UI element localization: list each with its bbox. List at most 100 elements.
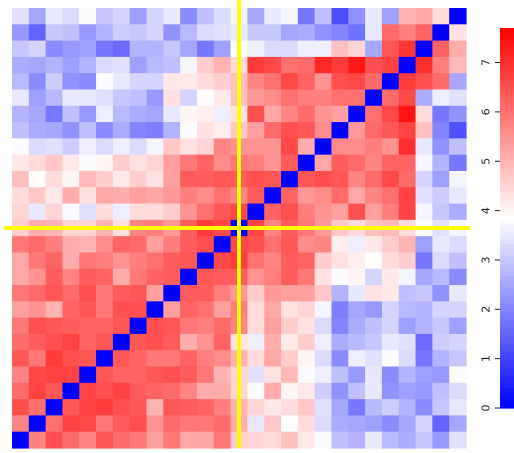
- heatmap-cell-r0-c14: [247, 8, 265, 25]
- heatmap-cell-r1-c20: [348, 24, 366, 42]
- heatmap-cell-r21-c14: [247, 350, 265, 368]
- colorbar-segment: [500, 212, 514, 217]
- heatmap-cell-r14-c25: [432, 236, 450, 254]
- heatmap-cell-r25-c23: [398, 415, 417, 433]
- heatmap-cell-r1-c18: [314, 24, 333, 42]
- heatmap-cell-r16-c5: [96, 268, 114, 286]
- colorbar-tick-label-7: 7: [480, 59, 493, 66]
- heatmap-cell-r6-c14: [247, 105, 265, 123]
- heatmap-cell-r14-c1: [28, 236, 47, 254]
- heatmap-cell-r24-c12: [213, 399, 232, 417]
- heatmap-cell-r20-c12: [213, 333, 232, 351]
- heatmap-cell-r18-c3: [62, 301, 80, 319]
- heatmap-cell-r1-c5: [96, 24, 114, 42]
- heatmap-cell-r10-c18: [314, 170, 333, 188]
- heatmap-cell-r17-c14: [247, 285, 265, 302]
- heatmap-cell-r21-c16: [281, 350, 299, 368]
- heatmap-cell-r11-c21: [365, 187, 383, 205]
- colorbar-segment: [500, 316, 514, 321]
- heatmap-cell-r21-c18: [314, 350, 333, 368]
- heatmap-cell-r26-c8: [146, 431, 164, 449]
- heatmap-cell-r26-c26: [449, 431, 467, 449]
- heatmap-cell-r10-c19: [331, 170, 349, 188]
- heatmap-cell-r6-c1: [28, 105, 47, 123]
- heatmap-cell-r2-c14: [247, 40, 265, 58]
- colorbar-segment: [500, 36, 514, 41]
- colorbar-segment: [500, 296, 514, 301]
- heatmap-cell-r11-c19: [331, 187, 349, 205]
- heatmap-cell-r9-c18: [314, 154, 333, 172]
- colorbar-segment: [500, 384, 514, 389]
- heatmap-cell-r7-c17: [297, 122, 316, 139]
- heatmap-cell-r2-c7: [129, 40, 148, 58]
- heatmap-cell-r23-c6: [112, 382, 131, 400]
- heatmap-cell-r3-c15: [264, 56, 282, 74]
- heatmap-cell-r0-c16: [281, 8, 299, 25]
- heatmap-cell-r18-c23: [398, 301, 417, 319]
- heatmap-cell-r3-c6: [112, 56, 131, 74]
- colorbar-segment: [500, 276, 514, 281]
- heatmap-cell-r18-c16: [281, 301, 299, 319]
- heatmap-cell-r1-c11: [196, 24, 215, 42]
- heatmap-cell-r9-c19: [331, 154, 349, 172]
- colorbar-segment: [500, 392, 514, 397]
- colorbar-segment: [500, 224, 514, 229]
- heatmap-cell-r21-c15: [264, 350, 282, 368]
- heatmap-cell-r16-c14: [247, 268, 265, 286]
- heatmap-cell-r21-c12: [213, 350, 232, 368]
- heatmap-cell-r18-c11: [196, 301, 215, 319]
- heatmap-cell-r8-c16: [281, 138, 299, 156]
- heatmap-cell-r25-c19: [331, 415, 349, 433]
- heatmap-cell-r25-c15: [264, 415, 282, 433]
- heatmap-cell-r2-c10: [180, 40, 198, 58]
- heatmap-cell-r22-c17: [297, 366, 316, 384]
- heatmap-cell-r22-c14: [247, 366, 265, 384]
- colorbar-segment: [500, 228, 514, 233]
- heatmap-cell-r11-c23: [398, 187, 417, 205]
- heatmap-cell-r18-c14: [247, 301, 265, 319]
- heatmap-cell-r23-c18: [314, 382, 333, 400]
- heatmap-cell-r9-c9: [163, 154, 181, 172]
- heatmap-cell-r3-c0: [12, 56, 30, 74]
- heatmap-cell-r18-c5: [96, 301, 114, 319]
- heatmap-cell-r6-c12: [213, 105, 232, 123]
- heatmap-cell-r7-c9: [163, 122, 181, 139]
- heatmap-cell-r20-c1: [28, 333, 47, 351]
- heatmap-cell-r5-c15: [264, 89, 282, 107]
- heatmap-cell-r1-c16: [281, 24, 299, 42]
- heatmap-cell-r5-c1: [28, 89, 47, 107]
- heatmap-cell-r2-c0: [12, 40, 30, 58]
- heatmap-cell-r7-c10: [180, 122, 198, 139]
- heatmap-cell-r25-c18: [314, 415, 333, 433]
- heatmap-cell-r24-c4: [79, 399, 97, 417]
- heatmap-cell-r20-c3: [62, 333, 80, 351]
- colorbar-segment: [500, 232, 514, 237]
- heatmap-cell-r3-c17: [297, 56, 316, 74]
- heatmap-cell-r25-c9: [163, 415, 181, 433]
- heatmap-cell-r15-c19: [331, 252, 349, 270]
- heatmap-cell-r24-c16: [281, 399, 299, 417]
- heatmap-cell-r2-c12: [213, 40, 232, 58]
- heatmap-cell-r2-c25: [432, 40, 450, 58]
- heatmap-cell-r9-c21: [365, 154, 383, 172]
- heatmap-cell-r18-c1: [28, 301, 47, 319]
- heatmap-cell-r12-c4: [79, 203, 97, 221]
- heatmap-cell-r12-c2: [45, 203, 64, 221]
- heatmap-cell-r12-c23: [398, 203, 417, 221]
- heatmap-cell-r10-c9: [163, 170, 181, 188]
- heatmap-cell-r11-c1: [28, 187, 47, 205]
- heatmap-cell-r14-c11: [196, 236, 215, 254]
- heatmap-cell-r26-c2: [45, 431, 64, 449]
- heatmap-cell-r10-c16: [281, 170, 299, 188]
- heatmap-cell-r6-c16: [281, 105, 299, 123]
- heatmap-cell-r22-c25: [432, 366, 450, 384]
- heatmap-cell-r12-c3: [62, 203, 80, 221]
- heatmap-cell-r18-c17: [297, 301, 316, 319]
- colorbar-segment: [500, 128, 514, 133]
- heatmap-cell-r4-c18: [314, 73, 333, 91]
- heatmap-cell-r8-c5: [96, 138, 114, 156]
- heatmap-cell-r21-c6: [112, 350, 131, 368]
- heatmap-cell-r25-c8: [146, 415, 164, 433]
- heatmap-cell-r8-c6: [112, 138, 131, 156]
- colorbar-segment: [500, 260, 514, 265]
